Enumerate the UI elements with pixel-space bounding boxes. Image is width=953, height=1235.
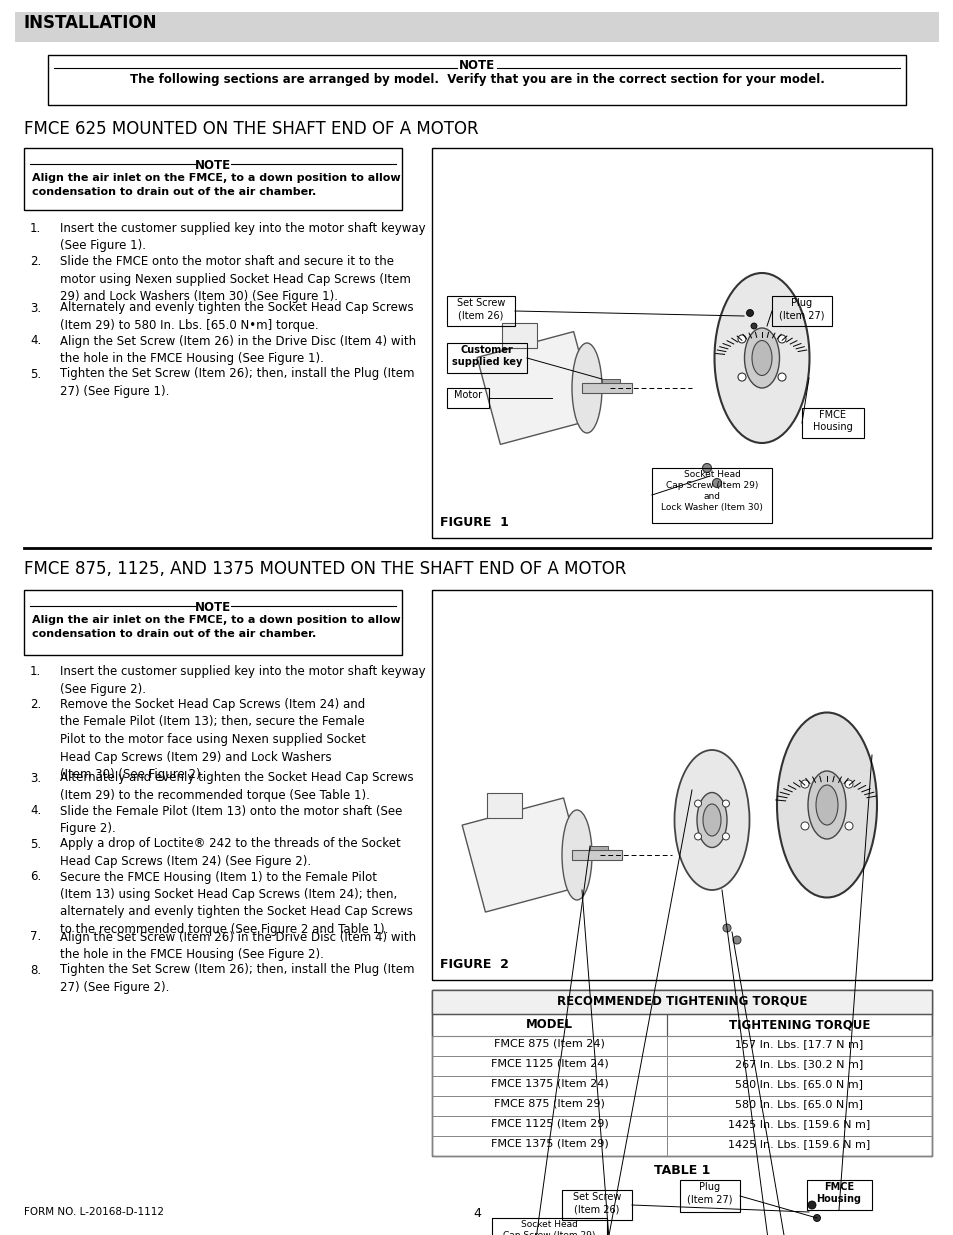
Text: Set Screw
(Item 26): Set Screw (Item 26) (572, 1192, 620, 1214)
Bar (666, 1056, 931, 1076)
Bar (492, 1218, 606, 1235)
Text: TIGHTENING TORQUE: TIGHTENING TORQUE (728, 1018, 869, 1031)
Text: Alternately and evenly tighten the Socket Head Cap Screws
(Item 29) to 580 In. L: Alternately and evenly tighten the Socke… (60, 301, 414, 332)
Ellipse shape (801, 823, 808, 830)
Text: 1.: 1. (30, 664, 41, 678)
Text: FMCE
Housing: FMCE Housing (812, 410, 852, 432)
Ellipse shape (801, 781, 808, 788)
Bar (461, 798, 586, 913)
Text: 6.: 6. (30, 871, 41, 883)
Text: 267 In. Lbs. [30.2 N m]: 267 In. Lbs. [30.2 N m] (735, 1058, 862, 1070)
Text: 1.: 1. (30, 222, 41, 235)
Bar (432, 1056, 666, 1076)
Bar (432, 1076, 666, 1095)
Bar (561, 1191, 631, 1220)
Text: 3.: 3. (30, 772, 41, 784)
Bar (432, 590, 931, 981)
Text: Customer
supplied key: Customer supplied key (452, 345, 521, 367)
Text: FIGURE  2: FIGURE 2 (439, 958, 508, 971)
Text: Motor: Motor (454, 390, 481, 400)
Ellipse shape (674, 750, 749, 890)
Bar (15, 12, 938, 42)
Bar (447, 296, 515, 326)
Text: Plug
(Item 27): Plug (Item 27) (686, 1182, 732, 1204)
Ellipse shape (738, 373, 745, 382)
Text: 1425 In. Lbs. [159.6 N m]: 1425 In. Lbs. [159.6 N m] (727, 1119, 870, 1129)
Text: 2.: 2. (30, 698, 41, 711)
Text: Set Screw
(Item 26): Set Screw (Item 26) (456, 298, 505, 320)
Text: 580 In. Lbs. [65.0 N m]: 580 In. Lbs. [65.0 N m] (735, 1079, 862, 1089)
Bar (476, 331, 597, 445)
Bar (432, 1095, 666, 1116)
Ellipse shape (561, 810, 592, 900)
Bar (666, 1014, 931, 1036)
Bar (432, 148, 931, 538)
Text: Tighten the Set Screw (Item 26); then, install the Plug (Item
27) (See Figure 1): Tighten the Set Screw (Item 26); then, i… (60, 368, 414, 398)
Ellipse shape (750, 324, 757, 329)
Bar (486, 793, 521, 818)
Text: 580 In. Lbs. [65.0 N m]: 580 In. Lbs. [65.0 N m] (735, 1099, 862, 1109)
Bar (432, 1014, 666, 1036)
Ellipse shape (714, 273, 809, 443)
Ellipse shape (702, 804, 720, 836)
Bar (24, 148, 401, 210)
Bar (666, 1136, 931, 1156)
Text: FMCE 1125 (Item 24): FMCE 1125 (Item 24) (490, 1058, 608, 1070)
Text: 1425 In. Lbs. [159.6 N m]: 1425 In. Lbs. [159.6 N m] (727, 1139, 870, 1149)
Bar (666, 1116, 931, 1136)
Bar (581, 383, 631, 393)
Text: FMCE 875, 1125, AND 1375 MOUNTED ON THE SHAFT END OF A MOTOR: FMCE 875, 1125, AND 1375 MOUNTED ON THE … (24, 559, 626, 578)
Text: Secure the FMCE Housing (Item 1) to the Female Pilot
(Item 13) using Socket Head: Secure the FMCE Housing (Item 1) to the … (60, 871, 413, 936)
Text: 8.: 8. (30, 963, 41, 977)
Text: FIGURE  1: FIGURE 1 (439, 516, 508, 529)
Bar (432, 1116, 666, 1136)
Ellipse shape (807, 1200, 815, 1209)
Ellipse shape (721, 800, 729, 806)
Text: FMCE 875 (Item 24): FMCE 875 (Item 24) (494, 1039, 604, 1049)
Text: Tighten the Set Screw (Item 26); then, install the Plug (Item
27) (See Figure 2): Tighten the Set Screw (Item 26); then, i… (60, 963, 414, 994)
Ellipse shape (712, 478, 720, 488)
Text: NOTE: NOTE (194, 601, 231, 614)
Text: Socket Head
Cap Screw (Item 29)
and
Lock Washer (Item 30): Socket Head Cap Screw (Item 29) and Lock… (497, 1220, 599, 1235)
Ellipse shape (778, 373, 785, 382)
Text: Slide the FMCE onto the motor shaft and secure it to the
motor using Nexen suppl: Slide the FMCE onto the motor shaft and … (60, 254, 411, 303)
Ellipse shape (732, 936, 740, 944)
Ellipse shape (721, 832, 729, 840)
Bar (432, 990, 931, 1156)
Text: Slide the Female Pilot (Item 13) onto the motor shaft (See
Figure 2).: Slide the Female Pilot (Item 13) onto th… (60, 804, 402, 835)
Bar (48, 56, 905, 105)
Bar (589, 846, 607, 850)
Bar (432, 1136, 666, 1156)
Bar (432, 990, 931, 1014)
Ellipse shape (694, 800, 700, 806)
Text: Alternately and evenly tighten the Socket Head Cap Screws
(Item 29) to the recom: Alternately and evenly tighten the Socke… (60, 772, 414, 802)
Text: FORM NO. L-20168-D-1112: FORM NO. L-20168-D-1112 (24, 1207, 164, 1216)
Text: Align the air inlet on the FMCE, to a down position to allow
condensation to dra: Align the air inlet on the FMCE, to a do… (32, 173, 400, 198)
Text: Align the Set Screw (Item 26) in the Drive Disc (Item 4) with
the hole in the FM: Align the Set Screw (Item 26) in the Dri… (60, 930, 416, 961)
Text: 2.: 2. (30, 254, 41, 268)
Text: FMCE 1375 (Item 24): FMCE 1375 (Item 24) (490, 1079, 608, 1089)
Ellipse shape (778, 335, 785, 343)
Ellipse shape (694, 832, 700, 840)
Bar (806, 1179, 871, 1210)
Text: Insert the customer supplied key into the motor shaft keyway
(See Figure 2).: Insert the customer supplied key into th… (60, 664, 425, 695)
Bar (447, 343, 526, 373)
Text: Align the Set Screw (Item 26) in the Drive Disc (Item 4) with
the hole in the FM: Align the Set Screw (Item 26) in the Dri… (60, 335, 416, 366)
Ellipse shape (807, 771, 845, 839)
Bar (432, 1036, 666, 1056)
Text: FMCE 1125 (Item 29): FMCE 1125 (Item 29) (490, 1119, 608, 1129)
Ellipse shape (844, 781, 852, 788)
Ellipse shape (745, 310, 753, 316)
Text: NOTE: NOTE (194, 159, 231, 172)
Text: Insert the customer supplied key into the motor shaft keyway
(See Figure 1).: Insert the customer supplied key into th… (60, 222, 425, 252)
Ellipse shape (743, 329, 779, 388)
Text: MODEL: MODEL (525, 1018, 573, 1031)
Ellipse shape (844, 823, 852, 830)
Bar (651, 468, 771, 522)
Ellipse shape (701, 463, 711, 473)
Ellipse shape (776, 713, 876, 898)
Text: FMCE
Housing: FMCE Housing (816, 1182, 861, 1204)
Ellipse shape (697, 793, 726, 847)
Bar (679, 1179, 740, 1212)
Text: 5.: 5. (30, 368, 41, 380)
